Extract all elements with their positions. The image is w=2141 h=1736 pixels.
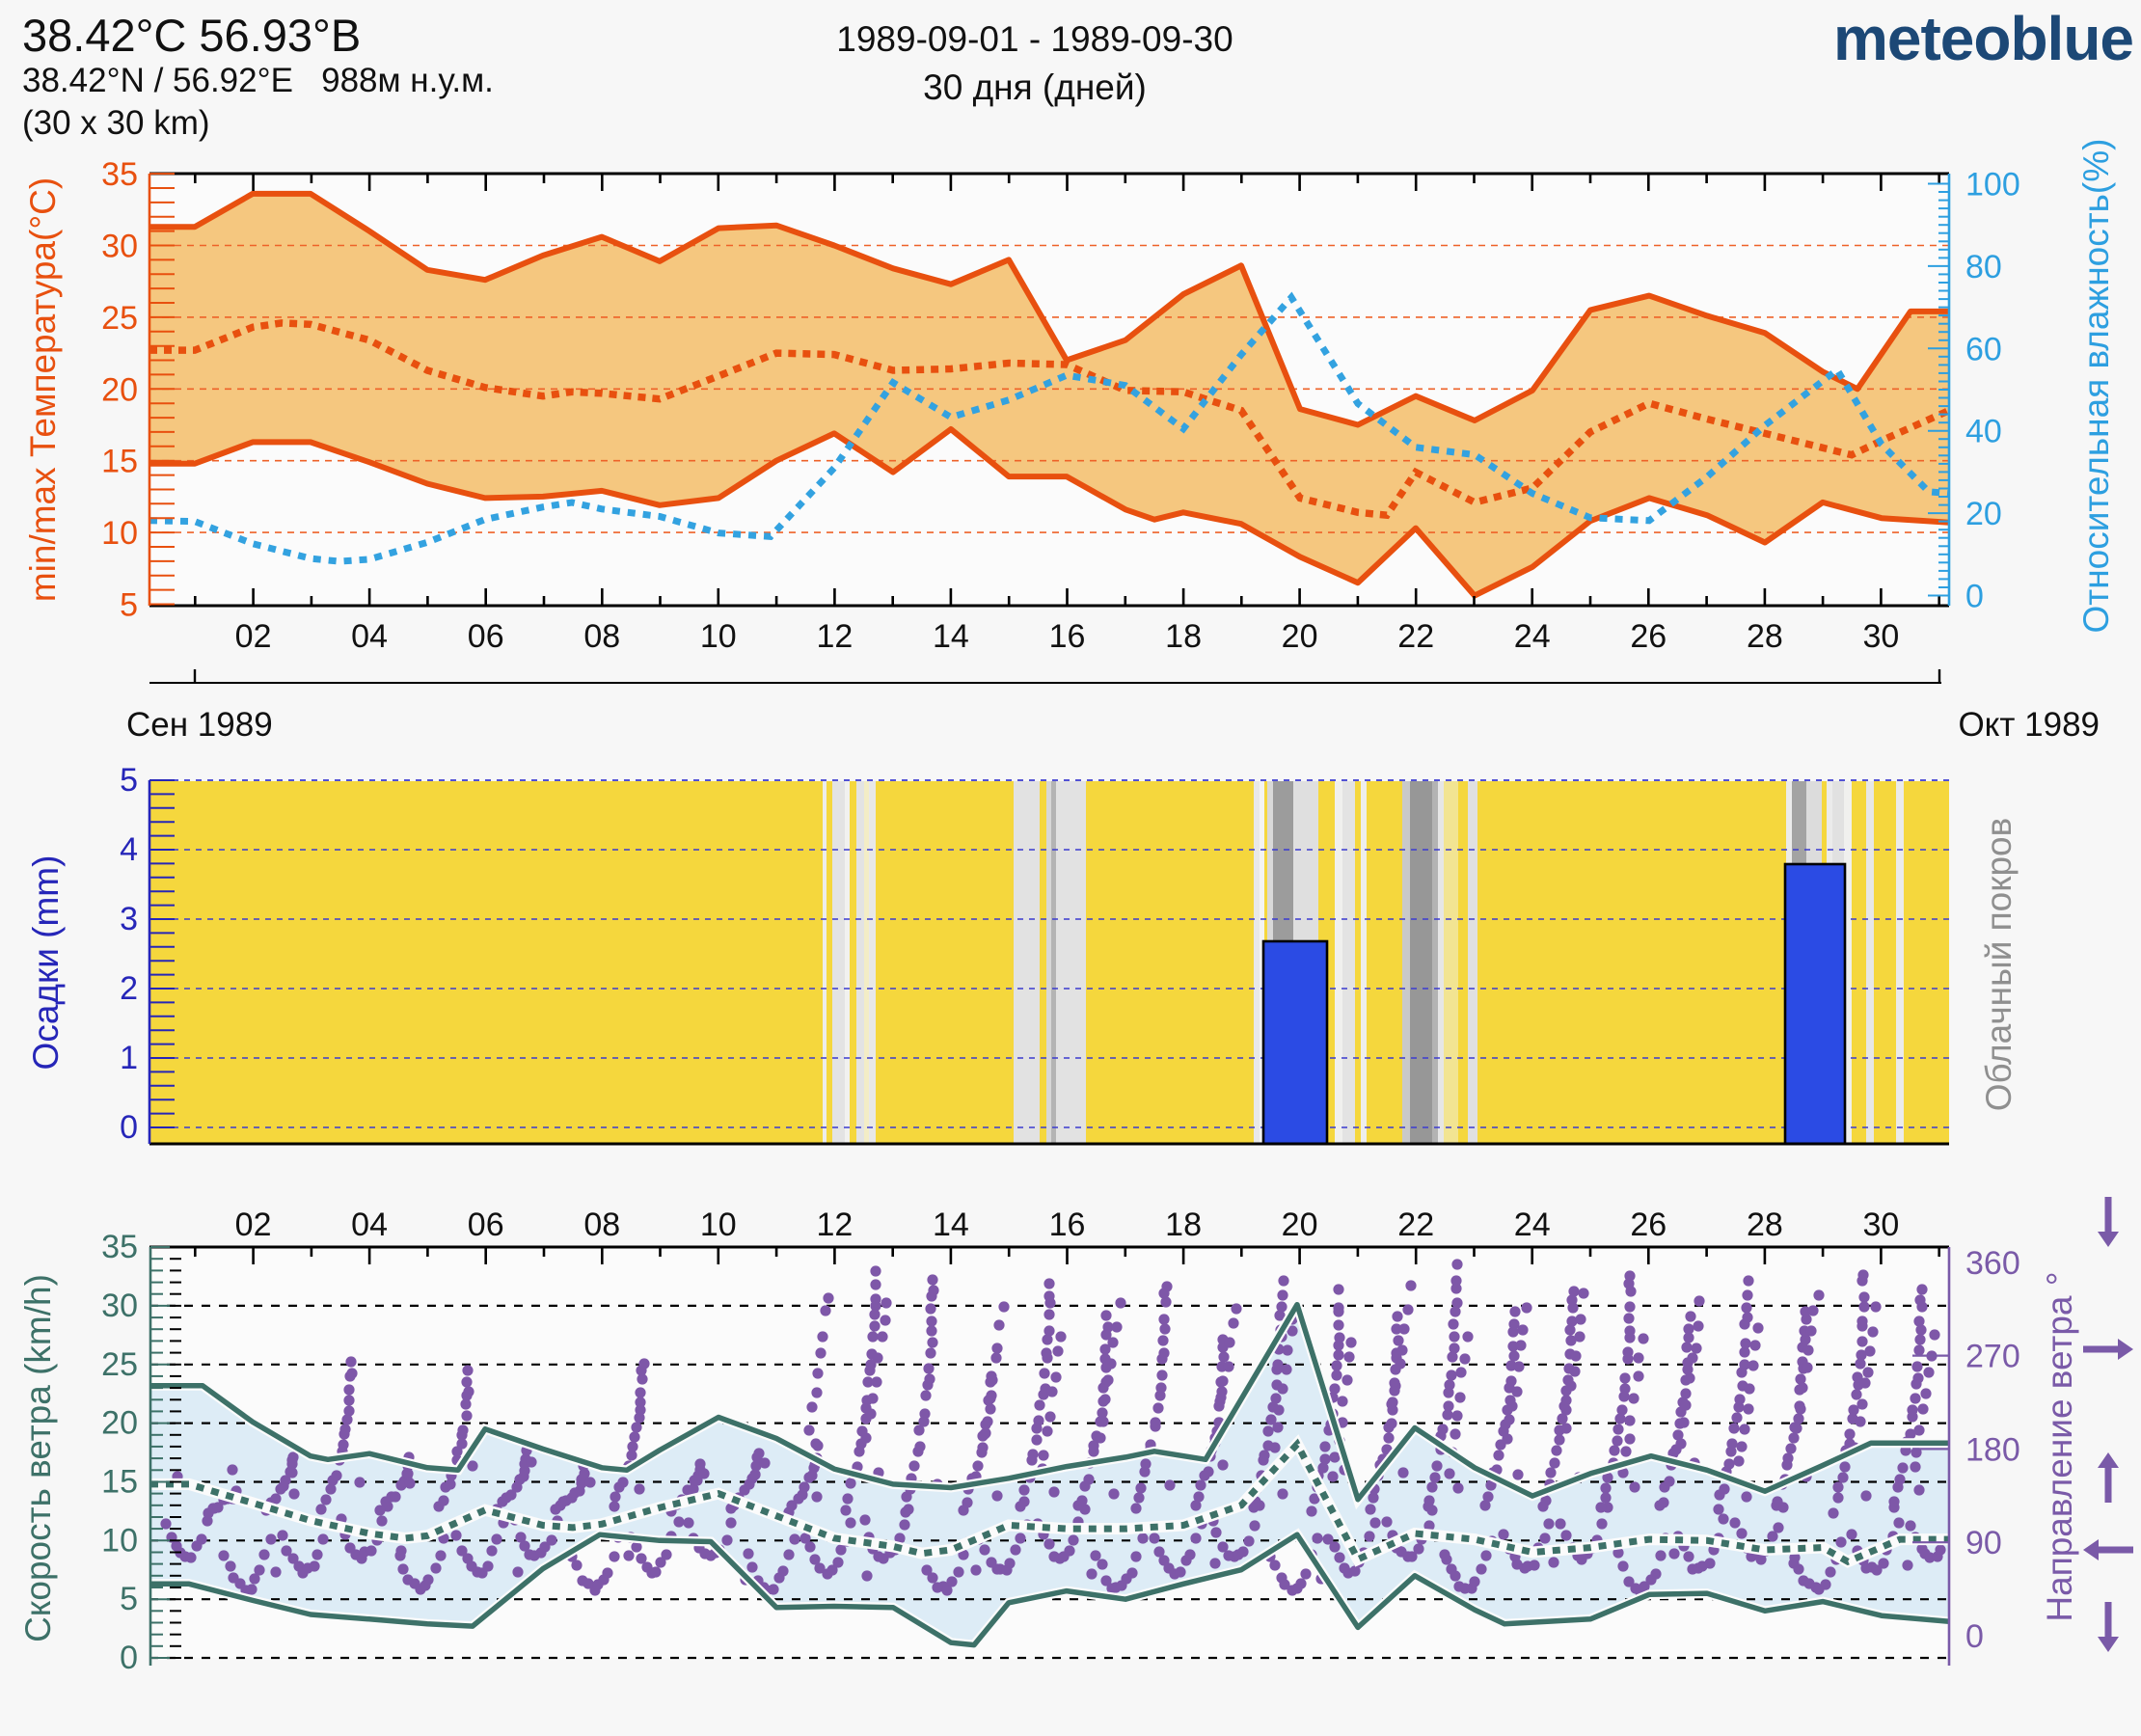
- svg-text:30 дня (дней): 30 дня (дней): [923, 68, 1147, 107]
- svg-text:24: 24: [1514, 618, 1551, 655]
- svg-text:30: 30: [1862, 618, 1899, 655]
- svg-text:04: 04: [351, 618, 388, 655]
- svg-text:Сен 1989: Сен 1989: [126, 706, 273, 744]
- svg-text:06: 06: [468, 618, 504, 655]
- svg-text:0: 0: [1965, 579, 1984, 615]
- svg-text:26: 26: [1630, 618, 1667, 655]
- svg-text:30: 30: [1862, 1207, 1899, 1243]
- svg-text:20: 20: [1965, 496, 2002, 532]
- svg-text:25: 25: [101, 1346, 138, 1383]
- svg-text:Скорость ветра (km/h): Скорость ветра (km/h): [18, 1274, 58, 1642]
- svg-text:30: 30: [101, 1288, 138, 1324]
- svg-text:04: 04: [351, 1207, 388, 1243]
- svg-text:15: 15: [101, 1464, 138, 1501]
- svg-text:20: 20: [101, 371, 138, 408]
- svg-text:10: 10: [700, 618, 737, 655]
- svg-text:4: 4: [120, 831, 138, 868]
- svg-text:0: 0: [120, 1640, 138, 1676]
- svg-text:0: 0: [120, 1109, 138, 1146]
- svg-text:(30 x 30 km): (30 x 30 km): [22, 104, 210, 142]
- svg-text:20: 20: [1282, 618, 1318, 655]
- svg-text:10: 10: [700, 1207, 737, 1243]
- svg-text:Направление ветра °: Направление ветра °: [2040, 1271, 2079, 1621]
- svg-text:min/max Температура(°C): min/max Температура(°C): [23, 177, 63, 602]
- svg-text:20: 20: [101, 1405, 138, 1442]
- svg-text:180: 180: [1965, 1431, 2020, 1468]
- svg-text:meteoblue: meteoblue: [1833, 4, 2133, 73]
- svg-text:12: 12: [816, 618, 853, 655]
- svg-text:80: 80: [1965, 249, 2002, 285]
- svg-text:08: 08: [583, 1207, 620, 1243]
- svg-text:1989-09-01 - 1989-09-30: 1989-09-01 - 1989-09-30: [836, 19, 1233, 59]
- svg-text:60: 60: [1965, 331, 2002, 367]
- svg-text:0: 0: [1965, 1618, 1984, 1655]
- svg-text:28: 28: [1747, 1207, 1783, 1243]
- svg-text:38.42°C 56.93°B: 38.42°C 56.93°B: [22, 10, 361, 61]
- svg-text:38.42°N / 56.92°E 988м н.у.м: 38.42°N / 56.92°E 988м н.у.м.: [22, 62, 494, 99]
- svg-text:26: 26: [1630, 1207, 1667, 1243]
- svg-text:30: 30: [101, 229, 138, 265]
- svg-text:5: 5: [120, 1581, 138, 1617]
- svg-text:02: 02: [235, 1207, 272, 1243]
- svg-text:25: 25: [101, 300, 138, 337]
- svg-text:14: 14: [933, 618, 969, 655]
- svg-text:90: 90: [1965, 1525, 2002, 1561]
- svg-text:100: 100: [1965, 167, 2020, 203]
- svg-text:14: 14: [933, 1207, 969, 1243]
- svg-text:40: 40: [1965, 414, 2002, 450]
- svg-text:18: 18: [1165, 1207, 1202, 1243]
- svg-text:2: 2: [120, 970, 138, 1007]
- svg-text:10: 10: [101, 1522, 138, 1559]
- svg-text:02: 02: [235, 618, 272, 655]
- svg-text:Осадки (mm): Осадки (mm): [26, 855, 66, 1071]
- svg-text:35: 35: [101, 1229, 138, 1265]
- svg-text:12: 12: [816, 1207, 853, 1243]
- svg-text:360: 360: [1965, 1245, 2020, 1282]
- svg-text:Облачный покров: Облачный покров: [1979, 818, 2019, 1112]
- svg-text:3: 3: [120, 901, 138, 937]
- svg-text:18: 18: [1165, 618, 1202, 655]
- svg-text:24: 24: [1514, 1207, 1551, 1243]
- svg-text:16: 16: [1049, 1207, 1086, 1243]
- svg-text:5: 5: [120, 762, 138, 799]
- svg-text:270: 270: [1965, 1339, 2020, 1375]
- svg-text:16: 16: [1049, 618, 1086, 655]
- svg-text:28: 28: [1747, 618, 1783, 655]
- svg-text:5: 5: [120, 587, 138, 624]
- svg-text:22: 22: [1397, 1207, 1434, 1243]
- svg-text:20: 20: [1282, 1207, 1318, 1243]
- svg-text:22: 22: [1397, 618, 1434, 655]
- svg-text:08: 08: [583, 618, 620, 655]
- svg-text:35: 35: [101, 156, 138, 193]
- svg-text:10: 10: [101, 515, 138, 552]
- svg-text:06: 06: [468, 1207, 504, 1243]
- svg-text:Относительная влажность(%): Относительная влажность(%): [2076, 139, 2116, 634]
- svg-text:Окт 1989: Окт 1989: [1958, 706, 2100, 744]
- svg-text:1: 1: [120, 1040, 138, 1076]
- svg-text:15: 15: [101, 444, 138, 480]
